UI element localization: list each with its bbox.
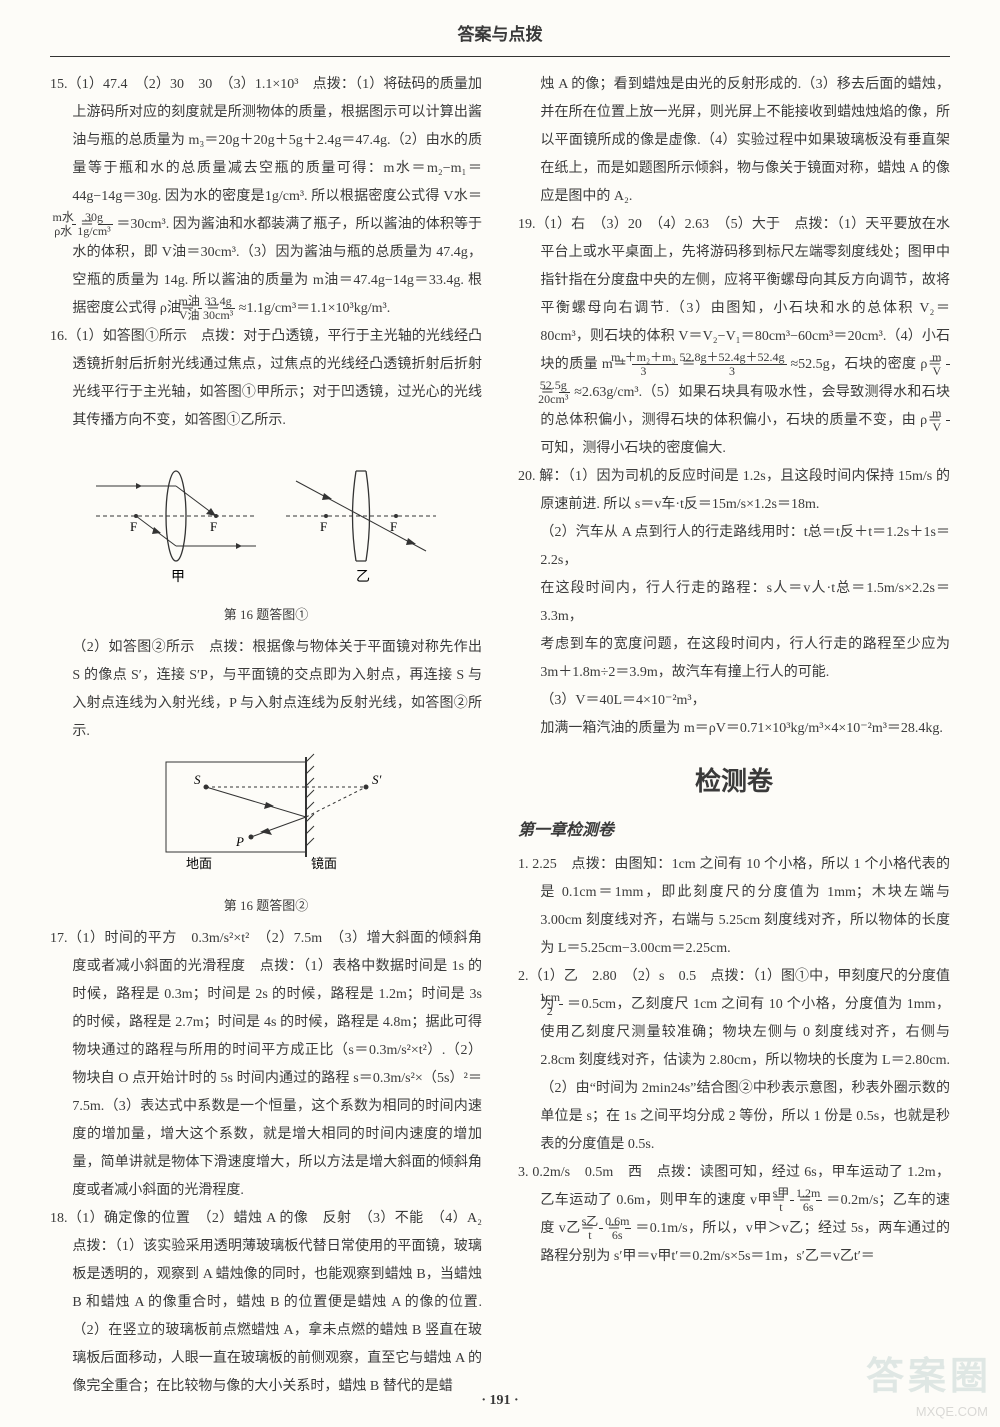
frac: 52.8g＋52.4g＋52.4g3 <box>700 351 787 378</box>
svg-text:F: F <box>390 519 397 534</box>
num: 1cm <box>559 991 563 1005</box>
left-column: 15.（1）47.4 （2）30 30 （3）1.1×10³ 点拨：（1）将砝码… <box>50 71 482 1401</box>
svg-text:镜面: 镜面 <box>311 856 337 871</box>
svg-text:F: F <box>320 519 327 534</box>
fig2-caption: 第 16 题答图② <box>50 893 482 919</box>
frac: 52.5g20cm³ <box>559 379 571 406</box>
chapter1-title: 第一章检测卷 <box>518 815 950 847</box>
c1-q2: 2.（1）乙 2.80 （2）s 0.5 点拨：（1）图①中，甲刻度尺的分度值为… <box>518 963 950 1159</box>
num: 0.6m <box>625 1215 631 1229</box>
c1q2-tail: ＝0.5cm，乙刻度尺 1cm 之间有 10 个小格，分度值为 1mm，使用乙刻… <box>540 997 950 1152</box>
fig1-caption: 第 16 题答图① <box>50 602 482 628</box>
num: m <box>946 407 950 421</box>
frac: mV <box>946 351 950 378</box>
svg-text:S: S <box>194 772 201 787</box>
q19-tail3: 可知，测得小石块的密度偏大. <box>540 441 726 456</box>
frac: mV <box>946 407 950 434</box>
frac: 30g1g/cm³ <box>98 211 113 238</box>
q16-p1: 16.（1）如答图①所示 点拨：对于凸透镜，平行于主光轴的光线经凸透镜折射后折射… <box>50 323 482 435</box>
den: 20cm³ <box>559 393 571 406</box>
svg-text:P: P <box>235 834 244 849</box>
den: 3 <box>632 365 678 378</box>
num: 33.4g <box>223 295 235 309</box>
den: V <box>946 421 950 434</box>
q16-figure2: S S′ P 地面 镜面 第 16 题答图② <box>50 752 482 919</box>
num: s乙 <box>599 1215 603 1229</box>
q15-head: 15.（1）47.4 （2）30 30 （3）1.1×10³ 点拨：（1）将砝码… <box>50 77 482 204</box>
den: 3 <box>700 365 787 378</box>
num: s甲 <box>790 1187 794 1201</box>
q16-figure1: F F 甲 F F 乙 第 16 题答图① <box>50 441 482 628</box>
num: m水 <box>72 211 76 225</box>
frac: 33.4g30cm³ <box>223 295 235 322</box>
svg-text:S′: S′ <box>372 772 382 787</box>
num: 52.8g＋52.4g＋52.4g <box>700 351 787 365</box>
columns: 15.（1）47.4 （2）30 30 （3）1.1×10³ 点拨：（1）将砝码… <box>50 71 950 1401</box>
q19-tail2: ≈2.63g/cm³.（5）如果石块具有吸水性，会导致测得水和石块的总体积偏小，… <box>540 385 950 428</box>
den: 30cm³ <box>223 309 235 322</box>
svg-text:F: F <box>130 519 137 534</box>
den: V <box>946 365 950 378</box>
frac: 1cm2 <box>559 991 563 1018</box>
den: 1g/cm³ <box>98 225 113 238</box>
num: m油 <box>198 295 202 309</box>
q18-cont: 烛 A 的像；看到蜡烛是由光的反射形成的.（3）移去后面的蜡烛，并在所在位置上放… <box>518 71 950 211</box>
svg-text:地面: 地面 <box>186 856 212 871</box>
svg-text:甲: 甲 <box>171 570 185 585</box>
q15-tail2: ≈1.1g/cm³＝1.1×10³kg/m³. <box>239 301 390 316</box>
right-column: 烛 A 的像；看到蜡烛是由光的反射形成的.（3）移去后面的蜡烛，并在所在位置上放… <box>518 71 950 1401</box>
q19-head: 19.（1）右 （3）20 （4）2.63 （5）大于 点拨：（1）天平要放在水… <box>518 217 950 372</box>
den: V油 <box>198 309 202 322</box>
frac: m水ρ水 <box>72 211 76 238</box>
q17: 17.（1）时间的平方 0.3m/s²×t² （2）7.5m （3）增大斜面的倾… <box>50 925 482 1205</box>
c1-q1: 1. 2.25 点拨：由图知：1cm 之间有 10 个小格，所以 1 个小格代表… <box>518 851 950 963</box>
test-section-title: 检测卷 <box>518 755 950 807</box>
den: t <box>599 1229 603 1242</box>
q20: 20. 解：（1）因为司机的反应时间是 1.2s，且这段时间内保持 15m/s … <box>518 463 950 743</box>
num: 1.2m <box>816 1187 822 1201</box>
den: ρ水 <box>72 225 76 238</box>
q19: 19.（1）右 （3）20 （4）2.63 （5）大于 点拨：（1）天平要放在水… <box>518 211 950 463</box>
num: m <box>946 351 950 365</box>
num: 30g <box>98 211 113 225</box>
den: 6s <box>816 1201 822 1214</box>
den: 6s <box>625 1229 631 1242</box>
c1-q3: 3. 0.2m/s 0.5m 西 点拨：读图可知，经过 6s，甲车运动了 1.2… <box>518 1159 950 1271</box>
num: m₁＋m₂＋m₃ <box>632 351 678 365</box>
den: t <box>790 1201 794 1214</box>
q19-tail1: ≈52.5g，石块的密度 ρ＝ <box>790 357 942 372</box>
page-number: · 191 · <box>0 1387 1000 1415</box>
frac: s甲t <box>790 1187 794 1214</box>
svg-text:乙: 乙 <box>356 569 370 585</box>
watermark-url: MXQE.COM <box>916 1399 988 1425</box>
page-header: 答案与点拨 <box>50 18 950 57</box>
q15: 15.（1）47.4 （2）30 30 （3）1.1×10³ 点拨：（1）将砝码… <box>50 71 482 323</box>
den: 2 <box>559 1005 563 1018</box>
frac: m油V油 <box>198 295 202 322</box>
svg-text:F: F <box>210 519 217 534</box>
frac: s乙t <box>599 1215 603 1242</box>
num: 52.5g <box>559 379 571 393</box>
q18: 18.（1）确定像的位置 （2）蜡烛 A 的像 反射 （3）不能 （4）A₂ 点… <box>50 1205 482 1401</box>
q16-p2: （2）如答图②所示 点拨：根据像与物体关于平面镜对称先作出 S 的像点 S′，连… <box>50 634 482 746</box>
frac: 1.2m6s <box>816 1187 822 1214</box>
frac: 0.6m6s <box>625 1215 631 1242</box>
frac: m₁＋m₂＋m₃3 <box>632 351 678 378</box>
